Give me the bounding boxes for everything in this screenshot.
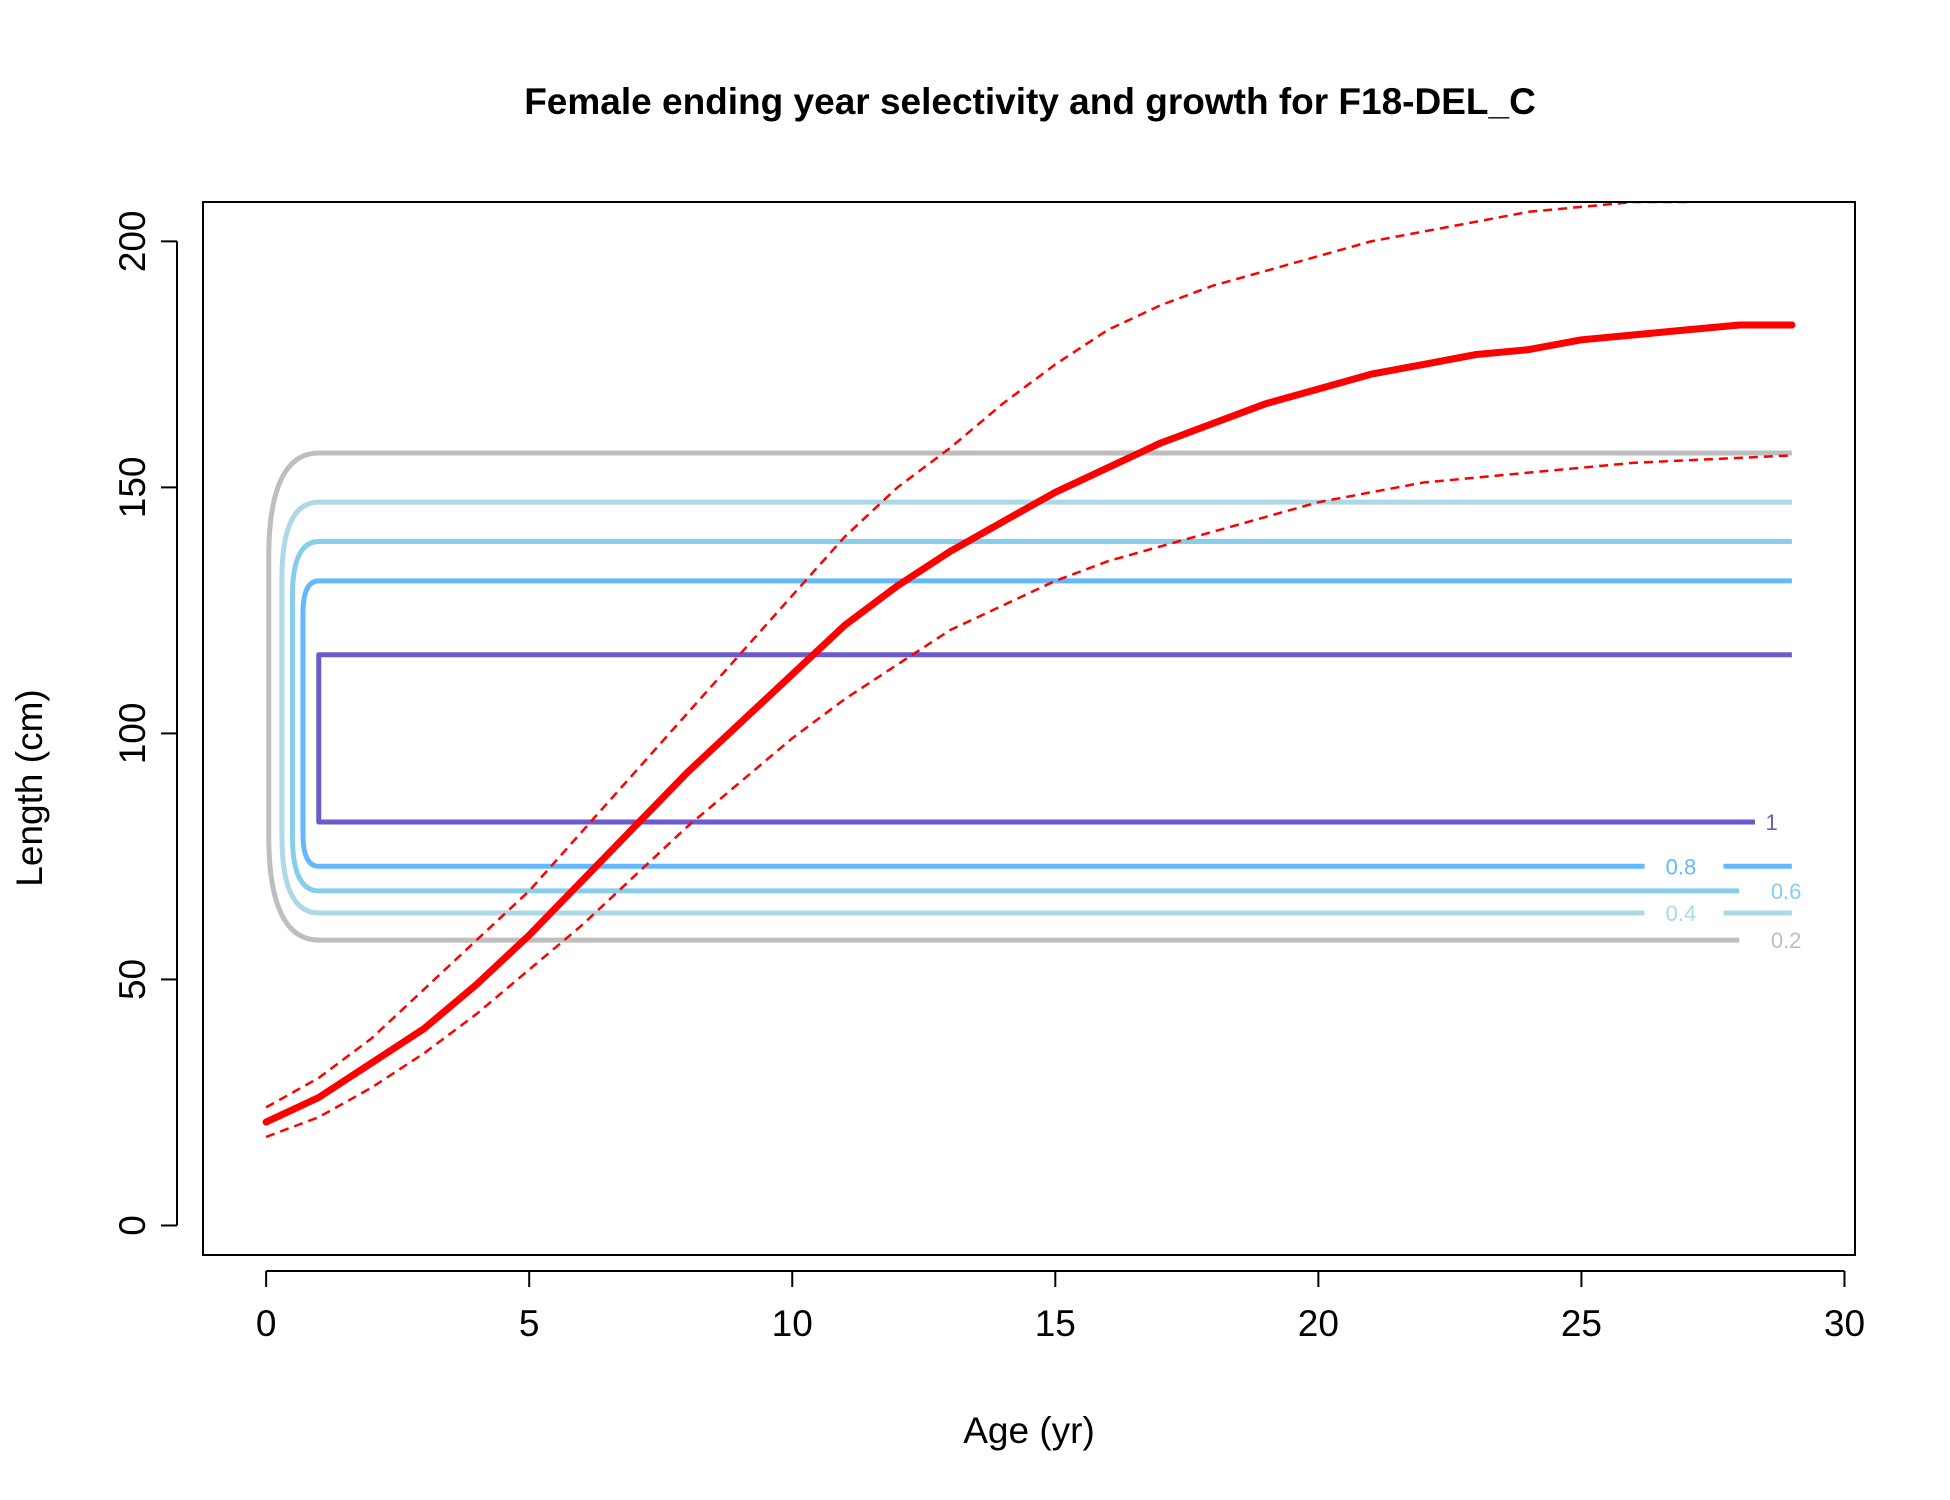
y-tick-label: 100 — [112, 703, 153, 765]
contour-label-0.2: 0.2 — [1771, 928, 1802, 953]
selectivity-contour-0.6 — [289, 539, 1792, 894]
growth-mean-line — [262, 321, 1796, 1126]
y-tick-label: 200 — [112, 210, 153, 272]
plot-area — [262, 202, 1796, 1139]
selectivity-contour-0.4 — [279, 499, 1792, 916]
selectivity-contour-0.2 — [266, 450, 1792, 943]
contour-label-0.4: 0.4 — [1666, 901, 1697, 926]
growth-lower-interval — [265, 454, 1792, 1139]
y-axis-label: Length (cm) — [9, 689, 50, 886]
x-tick-label: 30 — [1824, 1303, 1865, 1344]
growth-upper-interval — [265, 202, 1713, 1109]
selectivity-contour-1 — [316, 652, 1792, 825]
contour-label-0.8: 0.8 — [1666, 854, 1697, 879]
x-tick-label: 25 — [1561, 1303, 1602, 1344]
x-axis: 0 5 10 15 20 25 30 — [256, 1270, 1865, 1344]
y-tick-label: 0 — [112, 1215, 153, 1236]
y-axis: 0 50 100 150 200 — [112, 210, 178, 1236]
plot-frame — [202, 201, 1856, 1256]
contour-label-0.6: 0.6 — [1771, 879, 1802, 904]
x-axis-label: Age (yr) — [963, 1410, 1095, 1451]
x-tick-label: 15 — [1035, 1303, 1076, 1344]
selectivity-contour-0.8 — [300, 578, 1792, 869]
y-tick-label: 50 — [112, 959, 153, 1000]
x-tick-label: 5 — [519, 1303, 540, 1344]
chart-title: Female ending year selectivity and growt… — [524, 81, 1536, 122]
y-tick-label: 150 — [112, 457, 153, 519]
x-tick-label: 10 — [772, 1303, 813, 1344]
x-tick-label: 0 — [256, 1303, 277, 1344]
contour-label-1: 1 — [1766, 810, 1778, 835]
x-tick-label: 20 — [1298, 1303, 1339, 1344]
